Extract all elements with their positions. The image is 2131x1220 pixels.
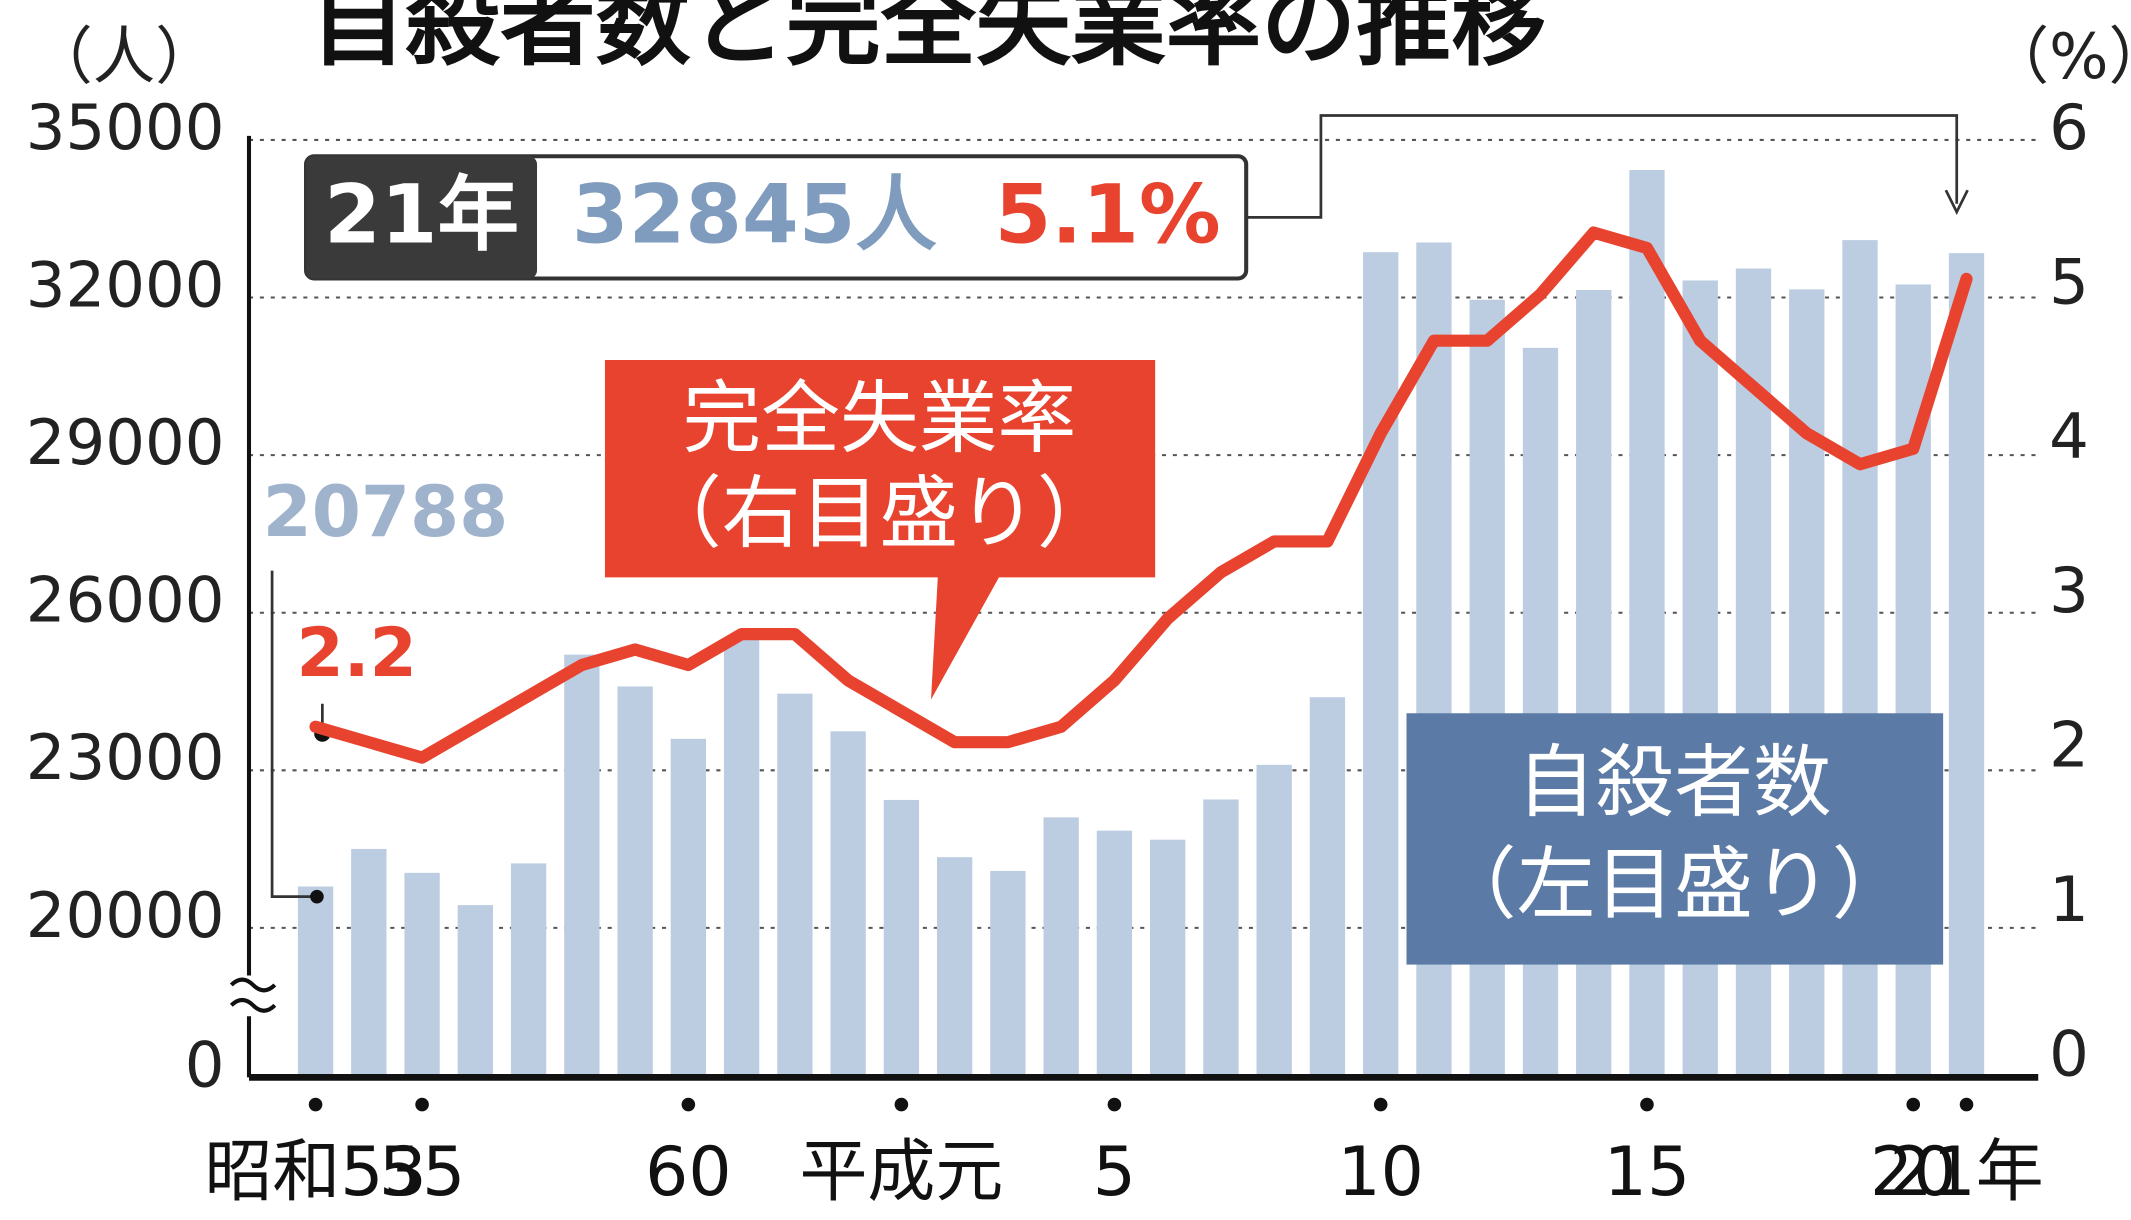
y-tick-label: 29000: [26, 406, 225, 479]
bar: [1043, 817, 1079, 1078]
bar: [510, 863, 547, 1078]
y-tick-label: 0: [185, 1028, 225, 1101]
first-bar-label: 20788: [263, 470, 509, 553]
leader-dot: [310, 889, 324, 904]
x-tick-dot: [1373, 1097, 1388, 1112]
y2-tick-label: 0: [2049, 1017, 2089, 1090]
y2-tick-label: 2: [2049, 709, 2089, 782]
y-tick-label: 23000: [26, 721, 225, 794]
bar: [723, 637, 760, 1078]
callout-connector: [1247, 114, 1959, 219]
y-unit: （人）: [30, 20, 217, 93]
y-tick-label: 32000: [26, 248, 225, 321]
x-tick-dot: [894, 1097, 909, 1112]
bar: [564, 654, 600, 1078]
line-legend-name: 完全失業率: [682, 372, 1076, 464]
bar: [830, 731, 866, 1078]
first-line-label: 2.2: [297, 614, 417, 693]
bar-legend-name: 自殺者数: [1517, 736, 1832, 828]
line-legend-note: （右目盛り）: [643, 467, 1116, 559]
bar: [1150, 839, 1186, 1078]
callout-arrow: [1944, 189, 1969, 215]
x-tick-dot: [1959, 1097, 1974, 1112]
x-tick-label: 20: [1870, 1133, 1956, 1212]
line-layer: [309, 226, 1973, 764]
bar: [617, 686, 653, 1078]
x-tick-label: 昭和53: [204, 1133, 426, 1212]
x-tick-label: 平成元: [800, 1133, 1004, 1212]
bar-legend-box: [1406, 713, 1944, 965]
bar: [777, 693, 813, 1078]
chart-title: 自殺者数と完全失業率の推移: [310, 0, 1546, 79]
y2-tick-label: 5: [2049, 245, 2089, 318]
bar: [1363, 252, 1399, 1078]
bar: [351, 848, 387, 1078]
callout-count: 32845人: [572, 168, 938, 263]
bar: [670, 738, 707, 1078]
bar: [404, 872, 440, 1078]
y2-tick-label: 6: [2049, 91, 2089, 164]
bar: [883, 799, 920, 1078]
x-tick-dot: [415, 1097, 429, 1112]
y2-tick-label: 4: [2049, 400, 2089, 473]
y-tick-label: 26000: [26, 564, 225, 637]
bar-legend-note: （左目盛り）: [1438, 838, 1911, 930]
y-tick-label: 20000: [26, 879, 225, 952]
callout-year-box: [306, 156, 538, 279]
callout-rate: 5.1%: [995, 168, 1221, 263]
bar: [1309, 697, 1346, 1078]
x-tick-label: 21年: [1889, 1133, 2043, 1212]
bar: [1096, 830, 1133, 1078]
leader-line: [270, 570, 317, 899]
y-tick-label: 35000: [26, 91, 225, 164]
axis-break: [229, 977, 277, 1013]
callout-year: 21年: [324, 168, 519, 263]
x-tick-label: 5: [1093, 1133, 1136, 1212]
y2-unit: （%）: [1987, 20, 2131, 93]
bar: [1256, 764, 1292, 1078]
bar: [1522, 347, 1559, 1078]
x-tick-label: 60: [645, 1133, 731, 1212]
bar: [990, 870, 1026, 1078]
x-tick-label: 15: [1604, 1133, 1690, 1212]
y2-tick-label: 1: [2049, 863, 2089, 936]
bar: [1948, 253, 1985, 1078]
bar: [936, 857, 973, 1078]
y2-tick-label: 3: [2049, 554, 2089, 627]
x-tick-dot: [1906, 1097, 1921, 1112]
x-tick-dot: [681, 1097, 696, 1112]
x-tick-dot: [1107, 1097, 1122, 1112]
x-tick-dot: [1640, 1097, 1654, 1112]
line: [309, 226, 1973, 764]
x-tick-label: 55: [379, 1133, 465, 1212]
bar: [1203, 799, 1239, 1078]
bar: [457, 905, 493, 1078]
bar: [297, 886, 334, 1078]
line-legend-box: [604, 360, 1156, 700]
x-tick-label: 10: [1337, 1133, 1423, 1212]
x-tick-dot: [308, 1097, 323, 1112]
